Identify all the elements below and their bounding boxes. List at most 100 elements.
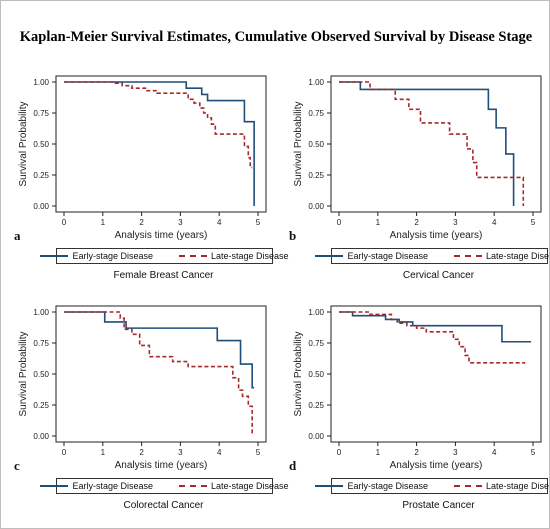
- legend-label: Early-stage Disease: [72, 251, 153, 261]
- x-tick-label: 2: [139, 448, 144, 457]
- x-tick-label: 1: [101, 448, 106, 457]
- y-tick-label: 0.25: [33, 171, 49, 180]
- legend-label: Early-stage Disease: [347, 251, 428, 261]
- y-tick-label: 0.00: [308, 432, 324, 441]
- y-tick-label: 0.75: [33, 339, 49, 348]
- plot-frame: [330, 305, 542, 443]
- panel-letter: d: [289, 458, 297, 473]
- x-tick-label: 4: [492, 218, 497, 227]
- panel-letter: a: [14, 228, 21, 243]
- x-axis-label: Analysis time (years): [115, 460, 208, 471]
- x-tick-label: 0: [62, 448, 67, 457]
- km-plot-d: 0.00 0.25 0.50 0.75 1.00 0 1 2 3 4 5 Analysis time …: [293, 305, 542, 471]
- early-legend-swatch: [315, 485, 344, 487]
- legend: Early-stage Disease Late-stage Disease: [40, 248, 289, 264]
- chart-panel-a: 0.00 0.25 0.50 0.75 1.00 0 1 2 3 4 5 Analysis time …: [6, 56, 289, 281]
- x-axis-label: Analysis time (years): [390, 460, 483, 471]
- legend-label: Late-stage Disease: [486, 481, 550, 491]
- plot-frame: [55, 305, 267, 443]
- plot-frame: [330, 75, 542, 213]
- plot-frame: [55, 75, 267, 213]
- late-stage-survival-curve: [64, 311, 253, 436]
- y-axis-label: Survival Probability: [293, 331, 304, 416]
- panel-letter: c: [14, 458, 20, 473]
- late-stage-survival-curve: [339, 311, 526, 364]
- legend-entry: Late-stage Disease: [179, 251, 289, 261]
- x-tick-label: 3: [178, 448, 183, 457]
- late-stage-survival-curve: [64, 81, 253, 169]
- late-legend-swatch: [454, 485, 482, 487]
- legend-label: Late-stage Disease: [211, 251, 289, 261]
- panel-caption: Colorectal Cancer: [123, 500, 204, 511]
- x-tick-label: 0: [337, 218, 342, 227]
- figure-title: Kaplan-Meier Survival Estimates, Cumulat…: [19, 29, 533, 45]
- legend-entry: Late-stage Disease: [179, 481, 289, 491]
- y-tick-label: 0.50: [33, 370, 49, 379]
- legend-label: Late-stage Disease: [211, 481, 289, 491]
- y-tick-label: 0.25: [33, 401, 49, 410]
- x-tick-label: 2: [139, 218, 144, 227]
- late-stage-survival-curve: [339, 81, 525, 206]
- legend-entry: Early-stage Disease: [315, 481, 428, 491]
- y-tick-label: 0.75: [308, 339, 324, 348]
- y-tick-label: 1.00: [33, 78, 49, 87]
- km-plot-b: 0.00 0.25 0.50 0.75 1.00 0 1 2 3 4 5 Analysis time …: [293, 75, 542, 241]
- x-tick-label: 1: [376, 448, 381, 457]
- chart-panel-d: 0.00 0.25 0.50 0.75 1.00 0 1 2 3 4 5 Analysis time …: [281, 286, 550, 511]
- x-tick-label: 5: [531, 218, 536, 227]
- y-tick-label: 0.00: [308, 202, 324, 211]
- legend: Early-stage Disease Late-stage Disease: [40, 478, 289, 494]
- x-tick-label: 3: [453, 218, 458, 227]
- early-stage-survival-curve: [64, 81, 255, 206]
- early-stage-survival-curve: [339, 81, 515, 206]
- y-tick-label: 0.25: [308, 171, 324, 180]
- x-tick-label: 0: [337, 448, 342, 457]
- x-tick-label: 2: [414, 448, 419, 457]
- late-legend-swatch: [179, 255, 207, 257]
- y-tick-label: 0.50: [308, 140, 324, 149]
- legend: Early-stage Disease Late-stage Disease: [315, 248, 549, 264]
- y-tick-label: 0.75: [33, 109, 49, 118]
- legend-entry: Early-stage Disease: [40, 251, 153, 261]
- legend-entry: Late-stage Disease: [454, 481, 550, 491]
- late-legend-swatch: [179, 485, 207, 487]
- x-tick-label: 4: [492, 448, 497, 457]
- y-axis-label: Survival Probability: [18, 331, 29, 416]
- y-tick-label: 0.25: [308, 401, 324, 410]
- y-tick-label: 1.00: [308, 78, 324, 87]
- chart-panel-c: 0.00 0.25 0.50 0.75 1.00 0 1 2 3 4 5 Analysis time …: [6, 286, 289, 511]
- legend-label: Early-stage Disease: [347, 481, 428, 491]
- x-tick-label: 1: [376, 218, 381, 227]
- y-tick-label: 0.50: [308, 370, 324, 379]
- legend-entry: Late-stage Disease: [454, 251, 549, 261]
- y-axis-label: Survival Probability: [293, 101, 304, 186]
- x-tick-label: 1: [101, 218, 106, 227]
- y-tick-label: 0.00: [33, 202, 49, 211]
- y-tick-label: 1.00: [33, 308, 49, 317]
- x-tick-label: 5: [256, 218, 261, 227]
- x-tick-label: 4: [217, 218, 222, 227]
- x-tick-label: 3: [178, 218, 183, 227]
- early-legend-swatch: [40, 255, 69, 257]
- y-tick-label: 0.50: [33, 140, 49, 149]
- chart-panel-b: 0.00 0.25 0.50 0.75 1.00 0 1 2 3 4 5 Analysis time …: [281, 56, 549, 281]
- legend-entry: Early-stage Disease: [315, 251, 428, 261]
- early-stage-survival-curve: [64, 311, 255, 389]
- x-tick-label: 5: [256, 448, 261, 457]
- y-tick-label: 0.75: [308, 109, 324, 118]
- x-tick-label: 3: [453, 448, 458, 457]
- panel-caption: Cervical Cancer: [402, 270, 475, 281]
- legend-label: Early-stage Disease: [72, 481, 153, 491]
- late-legend-swatch: [454, 255, 482, 257]
- panel-letter: b: [289, 228, 297, 243]
- km-plot-c: 0.00 0.25 0.50 0.75 1.00 0 1 2 3 4 5 Analysis time …: [18, 305, 267, 471]
- early-legend-swatch: [40, 485, 69, 487]
- early-stage-survival-curve: [339, 311, 532, 343]
- km-plot-a: 0.00 0.25 0.50 0.75 1.00 0 1 2 3 4 5 Analysis time …: [18, 75, 267, 241]
- early-legend-swatch: [315, 255, 344, 257]
- x-axis-label: Analysis time (years): [115, 230, 208, 241]
- y-tick-label: 1.00: [308, 308, 324, 317]
- y-axis-label: Survival Probability: [18, 101, 29, 186]
- x-tick-label: 4: [217, 448, 222, 457]
- panel-caption: Prostate Cancer: [402, 500, 475, 511]
